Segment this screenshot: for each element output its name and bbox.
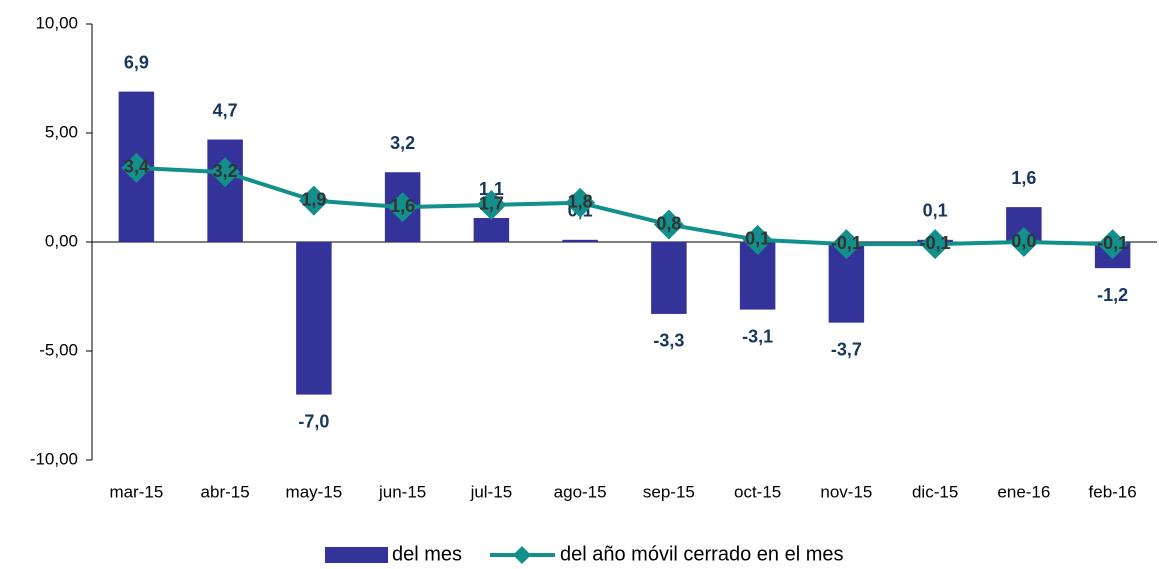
line-marker	[653, 209, 684, 240]
line-marker	[831, 229, 862, 260]
bar-value-label: 1,6	[1011, 168, 1036, 188]
bar	[296, 242, 332, 395]
x-tick-label: nov-15	[820, 482, 872, 501]
bar-value-label: 1,1	[479, 179, 504, 199]
x-tick-label: abr-15	[201, 482, 250, 501]
line-value-label: 0,1	[745, 229, 770, 249]
bar-value-label: -3,3	[653, 331, 684, 351]
line-value-label: 3,4	[124, 157, 149, 177]
x-tick-label: jun-15	[378, 482, 426, 501]
legend-label: del mes	[392, 543, 462, 565]
bar-value-label: -3,1	[742, 326, 773, 346]
line-value-label: 3,2	[213, 161, 238, 181]
x-tick-label: dic-15	[912, 482, 958, 501]
bar-value-label: -3,7	[831, 339, 862, 359]
line-value-label: -0,1	[920, 233, 951, 253]
x-tick-label: oct-15	[734, 482, 781, 501]
line-marker	[476, 189, 507, 220]
x-tick-label: mar-15	[109, 482, 163, 501]
line-value-label: 1,6	[390, 196, 415, 216]
x-tick-label: ene-16	[997, 482, 1050, 501]
y-tick-label: -5,00	[39, 340, 78, 359]
bar	[473, 218, 510, 242]
line-marker	[121, 152, 152, 183]
y-tick-label: 10,00	[35, 13, 78, 32]
bar-value-label: 6,9	[124, 52, 149, 72]
y-tick-label: 0,00	[45, 231, 78, 250]
x-tick-label: jul-15	[470, 482, 513, 501]
x-tick-label: ago-15	[554, 482, 607, 501]
y-tick-label: 5,00	[45, 122, 78, 141]
line-marker	[210, 157, 241, 188]
bar	[562, 239, 598, 242]
bar	[207, 139, 243, 242]
line-value-label: 1,7	[479, 194, 504, 214]
line	[136, 165, 1113, 247]
legend-label: del año móvil cerrado en el mes	[560, 543, 843, 565]
line-value-label: 0,0	[1011, 231, 1036, 251]
line-marker	[1097, 229, 1128, 260]
line-marker	[1008, 227, 1039, 257]
y-tick-label: -10,00	[30, 449, 78, 468]
x-tick-label: sep-15	[643, 482, 695, 501]
bar-value-label: -7,0	[298, 411, 329, 431]
line-marker	[920, 229, 951, 260]
legend-marker	[513, 546, 531, 564]
line-value-label: 1,8	[568, 192, 593, 212]
line-value-label: -0,1	[1097, 233, 1128, 253]
line-value-label: 0,8	[656, 213, 681, 233]
x-tick-label: may-15	[286, 482, 343, 501]
bar-value-label: 3,2	[390, 133, 415, 153]
legend-swatch	[325, 547, 388, 563]
line-value-label: -0,1	[831, 233, 862, 253]
bar-value-label: 0,1	[923, 201, 948, 221]
bar-value-label: 4,7	[213, 100, 238, 120]
x-tick-label: feb-16	[1089, 482, 1137, 501]
line-marker	[298, 185, 329, 216]
line-marker	[565, 187, 596, 218]
line-marker	[387, 192, 418, 223]
line-value-label: 1,9	[301, 189, 326, 209]
bar-value-label: -1,2	[1097, 285, 1128, 305]
bar	[651, 242, 687, 314]
line-marker	[742, 224, 773, 255]
